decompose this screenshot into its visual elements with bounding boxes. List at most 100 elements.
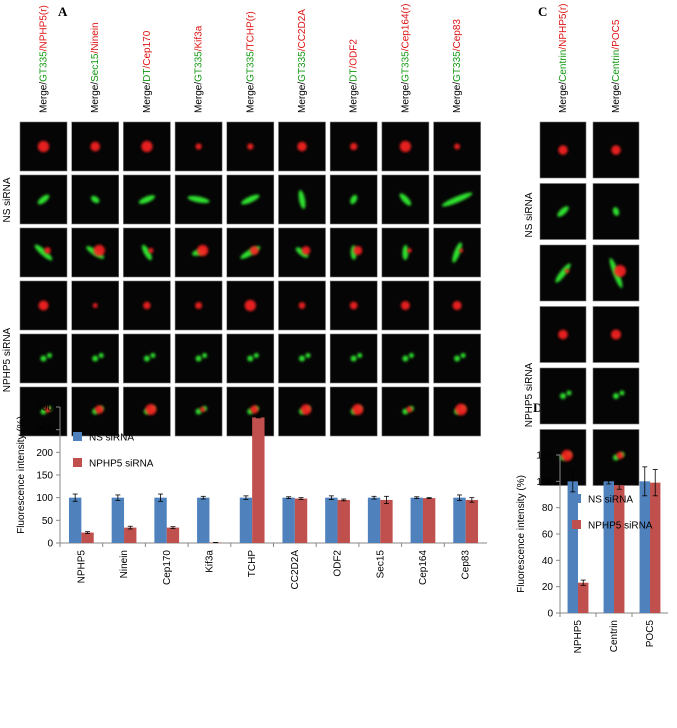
red-signal (145, 404, 156, 415)
header-part: GT335 (245, 51, 256, 82)
red-signal (143, 302, 150, 309)
micrograph (123, 175, 170, 224)
micrograph (434, 387, 481, 436)
red-signal (407, 248, 412, 253)
column-header: Merge/Centrin/POC5 (611, 19, 622, 113)
micrograph (279, 175, 326, 224)
micrograph (175, 281, 222, 330)
micrograph (72, 228, 119, 277)
red-signal (297, 142, 307, 152)
micrograph (72, 175, 119, 224)
header-part: Merge/ (400, 82, 411, 113)
header-part: Sec15 (90, 53, 101, 82)
micrograph (72, 334, 119, 383)
micrograph (593, 430, 639, 486)
micrograph (227, 228, 274, 277)
header-part: /ODF2 (349, 39, 360, 69)
micrograph (123, 387, 170, 436)
micrograph (227, 175, 274, 224)
green-signal (306, 353, 311, 358)
micrograph (434, 175, 481, 224)
bar (167, 528, 179, 543)
column-header: Merge/GT335/Cep164(r) (400, 3, 411, 113)
x-tick-label: Cep164 (418, 550, 429, 585)
micrograph (540, 245, 586, 301)
header-part: Merge/ (349, 82, 360, 113)
header-part: Merge/ (558, 82, 569, 113)
green-signal (357, 353, 362, 358)
bar (423, 498, 435, 543)
micrograph (540, 307, 586, 363)
green-signal (150, 353, 155, 358)
y-tick-label: 60 (542, 530, 554, 541)
x-tick-label: Cep170 (162, 550, 173, 585)
micrograph (123, 122, 170, 171)
micrograph (434, 334, 481, 383)
micrograph (20, 228, 67, 277)
header-part: /POC5 (611, 19, 622, 49)
micrograph (382, 122, 429, 171)
column-header: Merge/GT335/TCHP(r) (245, 11, 256, 113)
y-tick-label: 0 (547, 609, 553, 620)
x-tick-label: Kif3a (204, 550, 215, 573)
red-signal (455, 404, 467, 416)
header-part: /Cep83 (452, 19, 463, 52)
bar (368, 498, 380, 543)
green-signal (254, 353, 259, 358)
header-part: Merge/ (611, 82, 622, 113)
legend-swatch (73, 458, 82, 467)
header-part: GT335 (452, 51, 463, 82)
bar (124, 528, 136, 543)
micrograph (72, 281, 119, 330)
micrograph (593, 368, 639, 424)
bar (325, 498, 337, 543)
bar (650, 483, 660, 613)
bar (453, 498, 465, 543)
y-tick-label: 50 (42, 516, 54, 527)
green-signal (461, 353, 466, 358)
bar (380, 500, 392, 543)
micrograph (434, 281, 481, 330)
micrograph (227, 387, 274, 436)
y-tick-label: 100 (36, 493, 53, 504)
x-tick-label: NPHP5 (76, 550, 87, 584)
red-signal (611, 329, 621, 339)
header-part: /Kif3a (194, 25, 205, 51)
header-part: GT335 (297, 51, 308, 82)
micrograph (593, 245, 639, 301)
column-header: Merge/GT335/NPHP5(r) (39, 5, 50, 113)
bar (240, 498, 252, 543)
header-part: Merge/ (452, 82, 463, 113)
micrograph (175, 228, 222, 277)
header-part: Merge/ (245, 82, 256, 113)
legend-label: NS siRNA (588, 495, 633, 506)
red-signal (352, 404, 363, 415)
header-part: /TCHP(r) (245, 11, 256, 51)
bar (252, 417, 264, 543)
red-signal (95, 405, 104, 414)
micrograph (20, 334, 67, 383)
header-part: Merge/ (297, 82, 308, 113)
header-part: GT335 (194, 51, 205, 82)
micrograph (330, 387, 377, 436)
micrograph (330, 228, 377, 277)
micrograph (330, 281, 377, 330)
row-label: NPHP5 siRNA (524, 362, 535, 427)
header-part: Centrin (611, 50, 622, 82)
header-part: DT (349, 69, 360, 82)
header-part: Merge/ (90, 82, 101, 113)
x-tick-label: CC2D2A (290, 550, 301, 590)
micrograph (227, 334, 274, 383)
red-signal (611, 145, 621, 155)
bar (112, 498, 124, 543)
red-signal (141, 141, 152, 152)
column-header: Merge/GT335/Kif3a (194, 25, 205, 113)
header-part: /Ninein (90, 22, 101, 53)
header-part: Merge/ (194, 82, 205, 113)
green-signal (47, 353, 52, 358)
row-label: NS siRNA (524, 192, 535, 237)
bar (411, 498, 423, 543)
micrograph (540, 368, 586, 424)
x-tick-label: Sec15 (375, 550, 386, 579)
column-header: Merge/GT335/Cep83 (452, 19, 463, 113)
